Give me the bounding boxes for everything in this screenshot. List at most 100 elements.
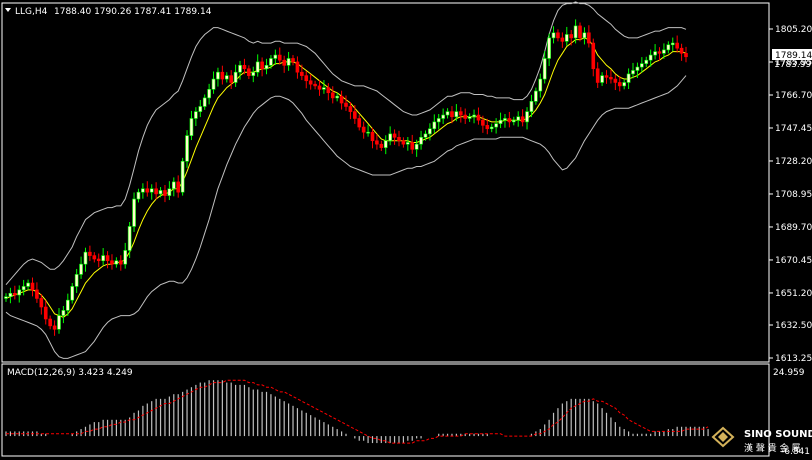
candle-body: [361, 126, 366, 133]
candle: [4, 293, 8, 302]
candle-body: [538, 78, 543, 92]
candle: [525, 107, 529, 130]
price-plot: [4, 1, 688, 359]
candle-body: [463, 114, 468, 119]
candle-body: [366, 131, 370, 134]
candle: [79, 256, 83, 279]
candle: [388, 126, 392, 146]
candle-body: [604, 75, 609, 78]
sino-sound-logo: SINO SOUND 漢 聲 貴 金 屬: [711, 426, 812, 454]
candle: [582, 27, 587, 45]
candle: [251, 66, 256, 83]
candle: [132, 192, 136, 232]
candle: [211, 71, 216, 94]
candle-body: [264, 65, 269, 70]
candle-body: [145, 188, 150, 193]
candle: [361, 121, 366, 139]
candle-body: [529, 101, 534, 112]
candle-body: [224, 75, 229, 80]
candle-body: [397, 137, 401, 142]
dropdown-arrow-icon[interactable]: [5, 8, 11, 12]
candle-body: [666, 44, 671, 51]
candle: [375, 134, 379, 150]
candle: [96, 253, 101, 268]
y-tick-label: 1613.25: [775, 354, 812, 364]
candle: [644, 56, 649, 68]
ohlc-readout: 1788.40 1790.26 1787.41 1789.14: [54, 7, 212, 17]
candle-body: [176, 181, 181, 193]
candle-body: [573, 25, 578, 39]
candle-body: [591, 42, 596, 70]
candle-body: [48, 318, 52, 327]
candle: [379, 140, 384, 152]
macd-signal-line: [6, 379, 709, 444]
candle-body: [476, 114, 481, 121]
candle: [511, 116, 516, 126]
candle-body: [662, 49, 666, 54]
candle: [167, 181, 172, 201]
logo-name: SINO SOUND: [744, 429, 812, 440]
candle: [459, 107, 463, 123]
candle: [670, 37, 675, 52]
candle-body: [609, 77, 613, 80]
candle-body: [43, 306, 48, 320]
macd-axis-top: 24.959: [773, 368, 805, 378]
candle-body: [238, 65, 242, 73]
candle: [123, 242, 128, 269]
candle: [551, 26, 556, 44]
candle-body: [79, 263, 83, 275]
candle-body: [485, 125, 490, 130]
candle-body: [229, 75, 233, 83]
candle: [542, 50, 547, 84]
candle: [57, 308, 61, 334]
candle-body: [92, 255, 97, 260]
candle: [617, 75, 622, 92]
candle: [88, 245, 92, 262]
candle-body: [300, 71, 304, 76]
candle-body: [401, 140, 406, 145]
logo-chars: 漢 聲 貴 金 屬: [744, 442, 800, 454]
candle-body: [127, 226, 132, 251]
candle-body: [83, 251, 88, 265]
candle: [189, 110, 194, 141]
candle-body: [149, 188, 154, 193]
candle: [613, 74, 618, 91]
candle-body: [348, 106, 353, 112]
candle-body: [247, 68, 251, 76]
candle: [348, 102, 353, 120]
candle-body: [39, 298, 44, 308]
candle-body: [339, 95, 344, 104]
price-axis: 1805.20 1785.95 1766.70 1747.45 1728.20 1708.…: [769, 25, 812, 364]
candle-body: [370, 131, 375, 142]
candle-body: [119, 260, 123, 265]
candle: [255, 54, 260, 77]
candle-body: [141, 188, 145, 193]
candle: [26, 279, 30, 290]
candle-body: [216, 71, 220, 80]
candle-body: [110, 260, 114, 265]
candle: [538, 73, 543, 98]
candle-body: [88, 251, 92, 256]
candle: [428, 123, 432, 141]
candle: [242, 58, 247, 75]
candle-body: [525, 111, 529, 123]
candle: [383, 135, 388, 155]
candle: [445, 108, 450, 119]
candle-body: [207, 89, 211, 99]
candle-body: [560, 37, 565, 42]
candle: [573, 19, 578, 44]
candle: [269, 55, 273, 69]
candle: [136, 188, 141, 203]
candle-body: [344, 102, 348, 107]
candle: [35, 282, 39, 303]
candle: [410, 134, 415, 154]
candle: [264, 58, 269, 75]
candle-body: [428, 128, 432, 135]
candle-body: [357, 118, 362, 128]
candle-body: [436, 118, 441, 123]
candle: [569, 30, 573, 46]
candle-body: [233, 71, 238, 83]
bollinger-lower-line: [5, 75, 687, 359]
candle: [92, 252, 97, 263]
candle-body: [388, 133, 392, 142]
